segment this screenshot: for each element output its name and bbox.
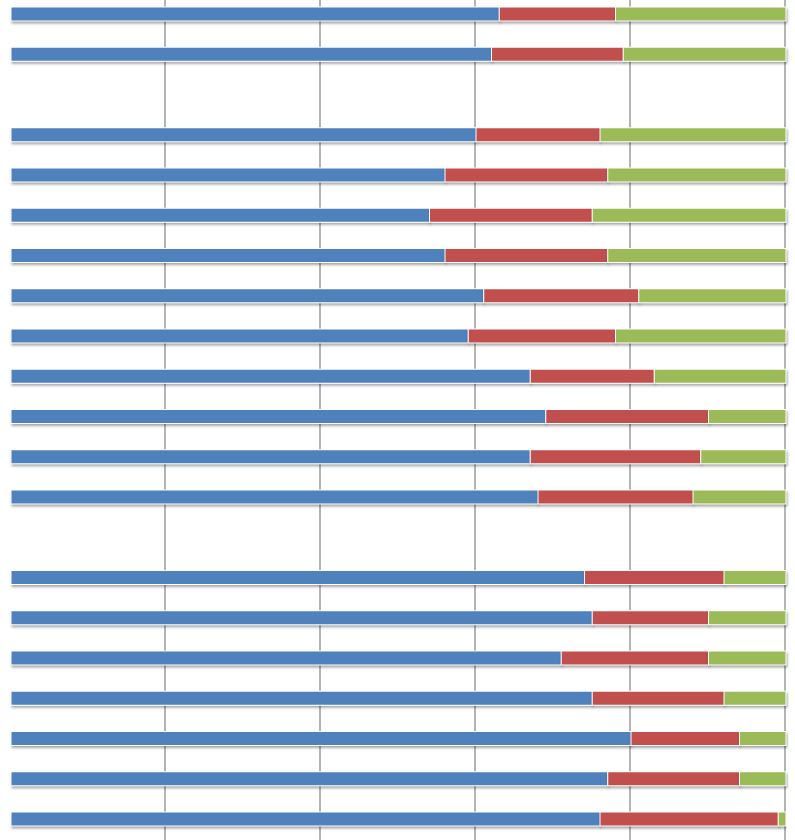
bar-segment-series-3 <box>708 650 787 666</box>
bar-segment-series-2 <box>467 328 616 344</box>
bar-segment-series-2 <box>498 6 616 22</box>
bar-segment-series-2 <box>599 811 779 827</box>
bar-segment-series-1 <box>10 570 585 585</box>
bar-segment-series-3 <box>622 46 787 62</box>
bar-segment-series-2 <box>483 288 640 304</box>
bar-segment-series-2 <box>529 449 702 465</box>
bar-segment-series-3 <box>708 610 787 626</box>
bar-segment-series-3 <box>723 570 787 585</box>
bar-segment-series-1 <box>10 328 469 344</box>
bar-segment-series-3 <box>708 409 787 424</box>
bar-segment-series-1 <box>10 409 547 424</box>
bar-segment-series-3 <box>700 449 787 465</box>
bar-segment-series-3 <box>653 368 787 384</box>
bar-segment-series-1 <box>10 368 531 384</box>
bar-segment-series-1 <box>10 771 609 787</box>
bar-segment-series-3 <box>777 811 787 827</box>
bar-segment-series-1 <box>10 811 601 827</box>
bar-segment-series-2 <box>529 368 655 384</box>
bar-segment-series-1 <box>10 650 562 666</box>
bar-segment-series-1 <box>10 690 593 706</box>
bar-segment-series-1 <box>10 288 485 304</box>
bar-segment-series-2 <box>429 207 593 223</box>
bar-segment-series-3 <box>723 690 787 706</box>
bar-segment-series-2 <box>537 489 694 505</box>
bar-segment-series-3 <box>607 248 787 263</box>
bar-segment-series-2 <box>444 167 609 183</box>
bar-segment-series-2 <box>491 46 624 62</box>
bar-segment-series-1 <box>10 127 477 143</box>
bar-segment-series-2 <box>444 248 609 263</box>
bar-segment-series-3 <box>615 6 787 22</box>
bar-segment-series-2 <box>607 771 740 787</box>
bar-segment-series-3 <box>739 731 787 746</box>
bar-segment-series-2 <box>591 610 709 626</box>
bars <box>10 6 787 827</box>
bar-segment-series-2 <box>630 731 740 746</box>
bar-segment-series-3 <box>599 127 787 143</box>
bar-segment-series-1 <box>10 248 446 263</box>
bar-segment-series-3 <box>591 207 787 223</box>
bar-segment-series-3 <box>739 771 787 787</box>
bar-segment-series-2 <box>591 690 725 706</box>
bar-segment-series-2 <box>475 127 601 143</box>
bar-segment-series-2 <box>545 409 709 424</box>
bar-segment-series-1 <box>10 610 593 626</box>
bar-segment-series-1 <box>10 731 632 746</box>
bar-segment-series-2 <box>560 650 709 666</box>
bar-segment-series-1 <box>10 6 500 22</box>
bar-segment-series-3 <box>607 167 787 183</box>
bar-segment-series-1 <box>10 489 539 505</box>
bar-segment-series-1 <box>10 46 492 62</box>
bar-segment-series-1 <box>10 449 531 465</box>
bar-segment-series-3 <box>638 288 787 304</box>
bar-segment-series-3 <box>692 489 787 505</box>
bar-segment-series-1 <box>10 167 446 183</box>
bar-segment-series-3 <box>615 328 787 344</box>
bar-segment-series-1 <box>10 207 430 223</box>
bar-segment-series-2 <box>584 570 725 585</box>
